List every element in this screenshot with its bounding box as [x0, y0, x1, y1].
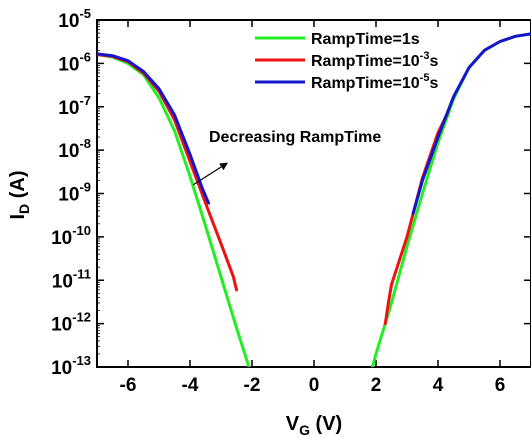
x-tick-label: -2 [244, 375, 261, 396]
y-axis-title-sub: D [16, 204, 32, 214]
annotation-text: Decreasing RampTime [209, 129, 381, 146]
y-axis-title-unit: (A) [7, 170, 29, 203]
annotation-arrow [192, 162, 229, 186]
y-tick-label: 10-5 [58, 6, 91, 32]
x-tick-label: 4 [433, 375, 444, 396]
legend-label: RampTime=10-5s [311, 72, 438, 92]
y-tick-label: 10-8 [58, 136, 91, 162]
x-axis-title-unit: (V) [310, 413, 342, 435]
series-layer [97, 32, 531, 367]
legend-label: RampTime=1s [311, 31, 420, 48]
y-tick-label: 10-7 [58, 93, 91, 119]
y-tick-label: 10-10 [51, 223, 91, 249]
x-tick-label: -6 [120, 375, 137, 396]
x-tick-label: 2 [371, 375, 382, 396]
x-tick-labels: -6 -4 -2 0 2 4 6 [120, 375, 506, 396]
x-axis-title-main: V [286, 413, 300, 435]
series-line-3 [97, 52, 211, 205]
series-line-1 [97, 53, 251, 367]
annotation: Decreasing RampTime [192, 129, 381, 186]
y-tick-label: 10-11 [52, 266, 91, 292]
y-tick-label: 10-6 [58, 49, 91, 75]
x-tick-label: 0 [309, 375, 320, 396]
series-line-3 [411, 32, 531, 215]
x-axis-title: VG (V) [286, 413, 342, 437]
y-tick-label: 10-13 [51, 353, 91, 379]
y-axis-title: ID (A) [7, 170, 32, 219]
x-tick-label: 6 [495, 375, 506, 396]
y-tick-labels: 10-13 10-12 10-11 10-10 10-9 10-8 10-7 10-6 10-5 [51, 6, 91, 379]
series-line-2 [383, 112, 449, 326]
axis-ticks [97, 19, 531, 368]
y-tick-label: 10-12 [51, 310, 91, 336]
legend-label: RampTime=10-3s [311, 50, 438, 70]
x-tick-label: -4 [182, 375, 199, 396]
x-axis-title-sub: G [299, 422, 310, 437]
y-axis-title-main: I [7, 214, 29, 220]
y-tick-label: 10-9 [58, 180, 91, 206]
